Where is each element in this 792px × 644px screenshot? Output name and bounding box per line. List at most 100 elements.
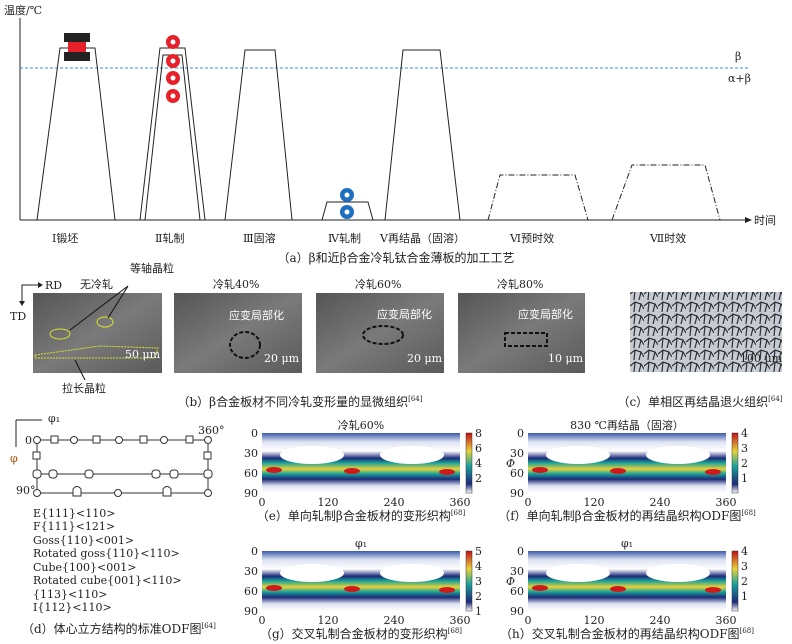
equiaxed-grain-outline [96,316,114,328]
legend-item: Rotated goss{110}<110> [33,547,180,560]
y-tick-label: 30 [244,447,258,460]
x-tick-label: 360 [450,614,471,627]
colorbar-tick-label: 3 [741,560,748,573]
y-tick-label: 90 [510,605,524,618]
y-tick-label: 0 [517,545,524,558]
low-intensity-region [646,446,710,464]
high-intensity-spot [610,586,626,592]
panel-b-micrographs: RD TD 无冷轧 等轴晶粒 50 μm 拉长晶粒 冷轧40% 应变局部化 20… [10,261,585,409]
high-intensity-spot [344,468,360,474]
strain-label-4: 应变局部化 [518,307,573,321]
colorbar [731,432,739,494]
texture-legend: E{111}<110> F{111}<121> Goss{110}<001> R… [33,507,182,614]
stage-label-3: Ⅲ固溶 [243,231,276,245]
high-intensity-spot [439,587,455,593]
x-tick-label: 0 [259,614,266,627]
equiaxed-label: 等轴晶粒 [130,261,174,275]
heatmap-plot-area [262,551,460,611]
scale-bar-label-3: 20 μm [407,352,443,365]
panel-a-process-diagram: 温度/℃ 时间 β α+β Ⅰ锻坯 Ⅱ轧制 Ⅲ固溶 Ⅳ轧制 Ⅴ再结晶（固溶） Ⅵ… [4,3,776,265]
y-axis-label: 温度/℃ [4,3,42,17]
stage-label-4: Ⅳ轧制 [328,231,361,245]
caption-c: （c）单相区再结晶退火组织[64] [617,395,782,409]
low-intensity-region [380,564,444,582]
x-tick-label: 240 [650,614,671,627]
micrograph-40 [174,293,302,373]
high-intensity-spot [439,469,455,475]
caption-d: （d）体心立方结构的标准ODF图[64] [22,621,216,636]
rd-td-axes [21,284,40,303]
heatmap-plot-area [528,433,726,493]
beta-label: β [735,50,741,63]
low-intensity-region [280,564,344,582]
y-tick-label: 30 [510,565,524,578]
caption-h: （h）交叉轧制合金板材的再结晶织构ODF图[68] [500,626,754,641]
colorbar-tick-label: 1 [741,590,748,603]
td-label: TD [10,310,26,323]
deg360-label: 360° [198,424,225,437]
caption-e: （e）单向轧制β合金板材的变形织构[68] [257,508,466,523]
colorbar-tick-label: 4 [475,457,482,470]
low-intensity-region [280,446,344,464]
colorbar-tick-label: 6 [475,442,482,455]
scale-bar-label-c: 100 μm [740,352,783,365]
colorbar [465,432,473,494]
alpha-beta-label: α+β [728,72,751,85]
micrograph-title-4: 冷轧80% [497,277,543,291]
heatmap-title: φ₁ [621,537,633,550]
low-intensity-region [380,446,444,464]
scale-bar-label-1: 50 μm [125,348,161,361]
y-tick-label: 30 [244,565,258,578]
high-intensity-spot [705,469,721,475]
legend-item: {113}<110> [33,588,107,601]
stage-7-curve [611,164,721,221]
y-tick-label: 60 [510,585,524,598]
stage-6-curve [487,174,589,221]
colorbar-tick-label: 3 [475,575,482,588]
scale-bar-label-4: 10 μm [548,352,584,365]
micrograph-title-1: 无冷轧 [80,277,113,291]
x-axis-arrow-icon [745,217,752,223]
micrograph-60 [316,293,444,373]
rd-label: RD [45,279,62,292]
x-tick-label: 240 [384,614,405,627]
heatmap-plot-area [262,433,460,493]
odf-axes [15,419,42,447]
legend-item: Rotated cube{001}<110> [33,574,182,587]
micrograph-80 [458,293,585,373]
stage-label-7: Ⅶ时效 [649,231,686,245]
strain-localization-outline [362,325,404,345]
heatmap-title: 830 ℃再结晶（固溶） [570,418,684,432]
colorbar-tick-label: 4 [741,545,748,558]
high-intensity-spot [705,587,721,593]
scale-bar-label-2: 20 μm [264,352,300,365]
y-axis-label: Φ [506,575,515,588]
y-tick-label: 0 [251,545,258,558]
high-intensity-spot [532,585,548,591]
elongated-label: 拉长晶粒 [62,381,106,395]
texture-markers [32,435,213,497]
legend-item: Cube{100}<001> [33,561,136,574]
elongated-grain-outline [34,345,159,359]
heatmap-plot-area [528,551,726,611]
micrograph-title-3: 冷轧60% [355,277,401,291]
micrograph-title-2: 冷轧40% [213,277,259,291]
legend-item: E{111}<110> [33,507,115,520]
low-intensity-region [546,446,610,464]
high-intensity-spot [266,585,282,591]
stage-label-5: Ⅴ再结晶（固溶） [379,231,465,245]
y-axis-label: Φ [506,457,515,470]
low-intensity-region [646,564,710,582]
leader-line [69,285,129,381]
caption-b: （b）β合金板材不同冷轧变形量的显微组织[64] [178,394,423,409]
axis-arrow-icon [19,282,43,306]
x-tick-label: 0 [525,614,532,627]
heatmap-title: 冷轧60% [338,418,384,432]
x-tick-label: 240 [650,496,671,509]
colorbar [465,550,473,612]
x-tick-label: 240 [384,496,405,509]
